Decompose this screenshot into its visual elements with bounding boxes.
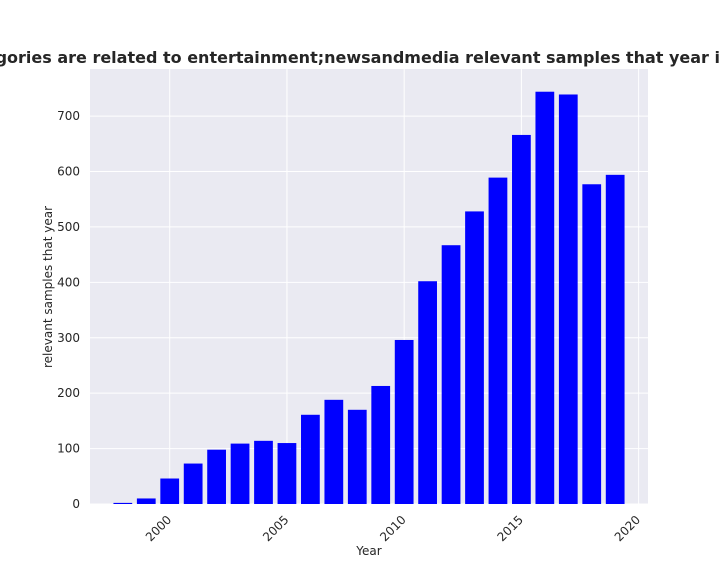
x-tick-label: 2005 (260, 513, 291, 544)
x-tick-label: 2015 (494, 513, 525, 544)
y-tick-label: 500 (57, 220, 80, 234)
y-axis-label: relevant samples that year (41, 206, 55, 368)
y-tick-label: 600 (57, 165, 80, 179)
bar-2016 (535, 91, 555, 505)
bar-2003 (230, 443, 250, 504)
bar-1999 (136, 498, 156, 504)
bar-2014 (488, 177, 508, 505)
bar-2019 (605, 174, 625, 504)
x-tick-label: 2000 (143, 513, 174, 544)
bar-2010 (394, 339, 414, 504)
bar-2011 (418, 281, 437, 504)
y-tick-label: 700 (57, 109, 80, 123)
bar-2000 (160, 478, 180, 504)
x-tick-label: 2020 (612, 513, 643, 544)
chart-title: Category: Categories are related to ente… (0, 48, 720, 67)
bar-2008 (347, 409, 367, 504)
bar-2007 (324, 399, 344, 504)
bar-2013 (465, 211, 484, 505)
plot-area (90, 69, 648, 504)
bar-2004 (254, 440, 273, 504)
y-tick-label: 100 (57, 442, 80, 456)
y-tick-label: 300 (57, 331, 80, 345)
x-tick-label: 2010 (377, 513, 408, 544)
bar-2012 (441, 245, 461, 505)
bars (113, 91, 625, 505)
bar-2001 (183, 463, 203, 504)
x-tick-labels: 2000 2005 2010 2015 2020 (143, 513, 643, 544)
y-tick-labels: 0 100 200 300 400 500 600 700 (57, 109, 80, 511)
bar-2006 (301, 414, 320, 504)
bar-1998 (113, 502, 133, 504)
y-tick-label: 400 (57, 275, 80, 289)
bar-2009 (371, 385, 391, 504)
y-tick-label: 0 (72, 497, 80, 511)
bar-2002 (207, 449, 226, 504)
bar-2018 (582, 184, 602, 504)
x-axis-label: Year (355, 544, 381, 558)
bar-2017 (558, 94, 578, 504)
bar-2005 (277, 443, 297, 504)
y-tick-label: 200 (57, 386, 80, 400)
bar-2015 (512, 134, 531, 504)
